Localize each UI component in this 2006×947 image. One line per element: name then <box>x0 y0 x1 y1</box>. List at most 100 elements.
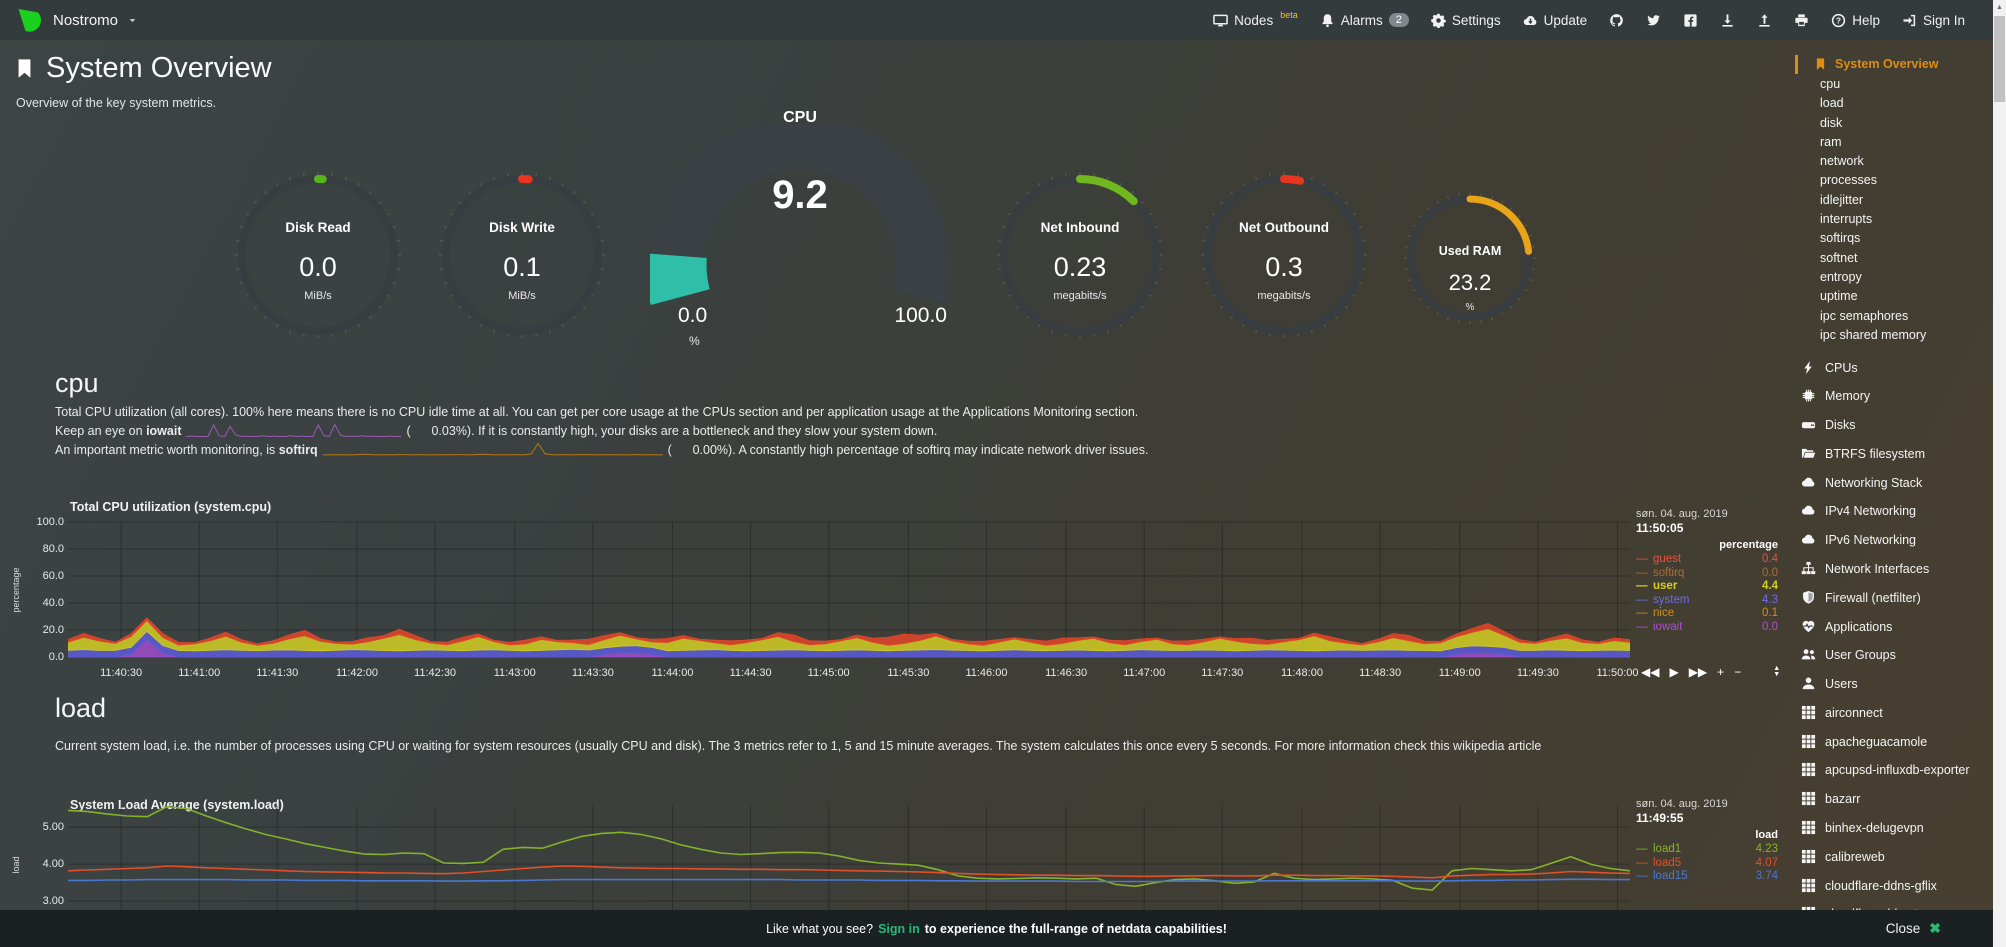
legend-row-nice[interactable]: — nice 0.1 <box>1636 607 1778 619</box>
legend-row-guest[interactable]: — guest 0.4 <box>1636 553 1778 565</box>
help-button[interactable]: ? Help <box>1831 13 1880 28</box>
x-tick: 11:41:30 <box>256 667 299 679</box>
sidebar-item-disks[interactable]: Disks <box>1801 411 1973 440</box>
sidebar-item-idlejitter[interactable]: idlejitter <box>1820 192 1864 207</box>
sidebar-item-uptime[interactable]: uptime <box>1820 289 1858 304</box>
scroll-up-arrow[interactable]: ▲ <box>1996 4 2003 11</box>
cpu-chart-toolbar: ◀◀ ▶ ▶▶ + − ▲ ▼ <box>1641 665 1780 679</box>
gauge-disk-read[interactable]: Disk Read 0.0 MiB/s <box>233 130 403 345</box>
toolbar-play-button[interactable]: ▶ <box>1669 665 1679 679</box>
iowait-sparkline[interactable] <box>186 423 402 438</box>
gauge-net-inbound[interactable]: Net Inbound 0.23 megabits/s <box>995 130 1165 345</box>
signin-button[interactable]: Sign In <box>1902 13 1965 28</box>
y-tick: 3.00 <box>42 895 64 908</box>
settings-button[interactable]: Settings <box>1431 13 1501 28</box>
alarms-count-badge: 2 <box>1388 13 1409 27</box>
scrollbar-thumb[interactable] <box>1994 16 2005 102</box>
sidebar-item-load[interactable]: load <box>1820 96 1844 111</box>
bell-icon <box>1320 13 1335 28</box>
gauge-used-ram[interactable]: Used RAM 23.2% <box>1400 152 1540 337</box>
disk-read-ring <box>235 172 401 338</box>
sign-in-icon <box>1902 13 1917 28</box>
sidebar-item-network-interfaces[interactable]: Network Interfaces <box>1801 555 1973 584</box>
sidebar-item-system-overview[interactable]: System Overview <box>1795 54 1993 75</box>
softirq-sparkline[interactable] <box>322 442 663 457</box>
x-tick: 11:46:30 <box>1045 667 1088 679</box>
toolbar-forward-button[interactable]: ▶▶ <box>1688 665 1708 679</box>
alarms-button[interactable]: Alarms 2 <box>1320 13 1409 28</box>
sidebar-item-user-groups[interactable]: User Groups <box>1801 641 1973 670</box>
sidebar-item-cloudflare-ddns-gflix[interactable]: cloudflare-ddns-gflix <box>1801 871 1973 900</box>
close-icon: ✖ <box>1929 920 1941 936</box>
cpu-chart-legend: søn. 04. aug. 2019 11:50:05 percentage —… <box>1636 508 1778 634</box>
netdata-logo-icon[interactable] <box>16 6 44 34</box>
toolbar-backward-button[interactable]: ◀◀ <box>1641 665 1660 679</box>
legend-row-load15[interactable]: — load15 3.74 <box>1636 870 1778 882</box>
cloud-download-icon <box>1523 13 1538 28</box>
github-button[interactable] <box>1609 13 1624 28</box>
sidebar-item-binhex-delugevpn[interactable]: binhex-delugevpn <box>1801 814 1973 843</box>
legend-row-load5[interactable]: — load5 4.07 <box>1636 856 1778 869</box>
x-tick: 11:44:30 <box>729 667 772 679</box>
legend-row-softirq[interactable]: — softirq 0.0 <box>1636 566 1778 579</box>
sidebar-item-cpu[interactable]: cpu <box>1820 77 1841 91</box>
host-selector[interactable]: Nostromo <box>53 11 119 29</box>
sidebar-item-cloudflare-ddns-tr[interactable]: cloudflare-ddns-tr <box>1801 900 1973 910</box>
grid-icon <box>1801 878 1816 892</box>
import-button[interactable] <box>1757 13 1772 28</box>
twitter-button[interactable] <box>1646 13 1661 28</box>
export-button[interactable] <box>1720 13 1735 28</box>
sidebar-item-disk[interactable]: disk <box>1820 115 1843 130</box>
nodes-button[interactable]: Nodes beta <box>1213 10 1298 28</box>
net-inbound-g-value: 0.23 <box>1053 252 1107 282</box>
cpu-chart-plot[interactable] <box>68 517 1630 662</box>
gauge-disk-write[interactable]: Disk Write 0.1 MiB/s <box>437 130 607 345</box>
x-tick: 11:43:00 <box>493 667 536 679</box>
sidebar-item-airconnect[interactable]: airconnect <box>1801 699 1973 728</box>
sidebar-item-entropy[interactable]: entropy <box>1820 269 1862 284</box>
sidebar-item-firewall-netfilter-[interactable]: Firewall (netfilter) <box>1801 583 1973 612</box>
load-chart-plot[interactable] <box>68 806 1630 947</box>
sidebar-item-cpus[interactable]: CPUs <box>1801 353 1973 382</box>
sidebar-item-ipc-semaphores[interactable]: ipc semaphores <box>1820 308 1909 323</box>
legend-row-user[interactable]: — user 4.4 <box>1636 580 1778 592</box>
banner-signin-link[interactable]: Sign in <box>878 921 920 936</box>
sidebar-item-calibreweb[interactable]: calibreweb <box>1801 842 1973 871</box>
x-tick: 11:48:30 <box>1359 667 1402 679</box>
gauge-net-outbound[interactable]: Net Outbound 0.3 megabits/s <box>1199 130 1369 345</box>
sidebar-item-networking-stack[interactable]: Networking Stack <box>1801 468 1973 497</box>
sidebar-item-processes[interactable]: processes <box>1820 173 1877 188</box>
toolbar-resize-button[interactable]: ▲ ▼ <box>1773 664 1781 678</box>
sidebar-item-softirqs[interactable]: softirqs <box>1820 231 1861 246</box>
sidebar-item-bazarr[interactable]: bazarr <box>1801 785 1973 814</box>
sidebar-item-apacheguacamole[interactable]: apacheguacamole <box>1801 727 1973 756</box>
sidebar-item-softnet[interactable]: softnet <box>1820 250 1858 265</box>
legend-row-system[interactable]: — system 4.3 <box>1636 593 1778 606</box>
legend-row-iowait[interactable]: — iowait 0.0 <box>1636 620 1778 633</box>
sidebar-item-users[interactable]: Users <box>1801 670 1973 699</box>
legend-row-load1[interactable]: — load1 4.23 <box>1636 843 1778 855</box>
sidebar-item-ipv4-networking[interactable]: IPv4 Networking <box>1801 497 1973 526</box>
gauge-cpu[interactable]: CPU 9.2 0.0 100.0 % <box>645 103 955 348</box>
net-outbound-g-unit: megabits/s <box>1257 290 1311 302</box>
sidebar-item-applications[interactable]: Applications <box>1801 612 1973 641</box>
sidebar-item-ipc-shared-memory[interactable]: ipc shared memory <box>1820 327 1927 342</box>
sidebar-item-apcupsd-influxdb-exporter[interactable]: apcupsd-influxdb-exporter <box>1801 756 1973 785</box>
sidebar-item-ipv6-networking[interactable]: IPv6 Networking <box>1801 526 1973 555</box>
scrollbar[interactable]: ▲ <box>1993 0 2006 947</box>
disk-write-ring <box>439 172 605 338</box>
sidebar-item-network[interactable]: network <box>1820 154 1864 169</box>
update-button[interactable]: Update <box>1523 13 1587 28</box>
facebook-button[interactable] <box>1683 13 1698 28</box>
sidebar-item-btrfs-filesystem[interactable]: BTRFS filesystem <box>1801 440 1973 469</box>
print-button[interactable] <box>1794 13 1809 28</box>
sidebar-item-ram[interactable]: ram <box>1820 134 1842 149</box>
net-inbound-g-name: Net Inbound <box>1040 220 1120 235</box>
sidebar-item-interrupts[interactable]: interrupts <box>1820 212 1873 227</box>
net-outbound-g-value: 0.3 <box>1265 252 1303 282</box>
toolbar-zoom-in-button[interactable]: + <box>1717 665 1725 679</box>
sidebar-item-memory[interactable]: Memory <box>1801 382 1973 411</box>
chevron-down-icon[interactable] <box>127 15 138 26</box>
toolbar-zoom-out-button[interactable]: − <box>1734 665 1742 679</box>
banner-close-button[interactable]: Close ✖ <box>1885 920 1941 936</box>
